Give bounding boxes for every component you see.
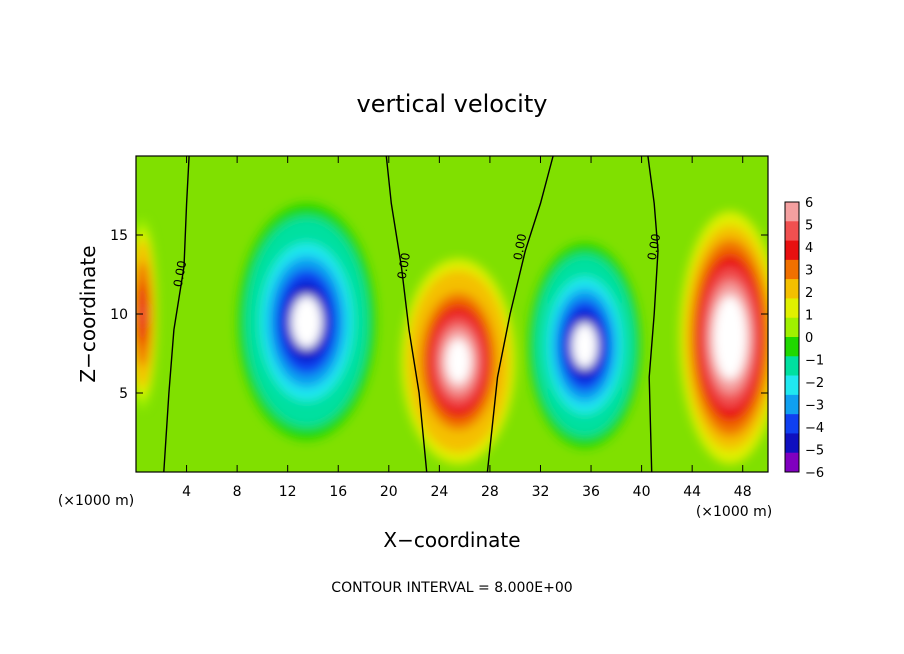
contour-label: 0.00 xyxy=(511,233,529,262)
colorbar-band xyxy=(785,202,799,222)
colorbar-tick-label: −3 xyxy=(805,399,824,414)
y-tick-label: 10 xyxy=(110,307,128,323)
colorbar: 6 5 4 3 2 1 0 −1 −2 −3 −4 −5 −6 xyxy=(784,196,824,481)
colorbar-band xyxy=(785,433,799,454)
x-tick-label: 16 xyxy=(329,484,347,500)
x-tick-label: 24 xyxy=(430,484,448,500)
colorbar-band xyxy=(785,221,799,241)
zero-contours xyxy=(163,156,659,472)
contour-label: 0.00 xyxy=(171,259,189,288)
colorbar-band xyxy=(785,240,799,261)
colorbar-tick-label: −2 xyxy=(805,376,824,391)
colorbar-tick-label: 2 xyxy=(805,286,813,301)
colorbar-tick-label: 1 xyxy=(805,309,813,324)
x-unit-left: (×1000 m) xyxy=(58,493,134,509)
y-tick-label: 5 xyxy=(119,386,128,402)
colorbar-tick-label: 3 xyxy=(805,264,813,279)
colorbar-tick-label: −1 xyxy=(805,354,824,369)
x-axis-label: X−coordinate xyxy=(383,528,520,552)
colorbar-tick-label: −4 xyxy=(805,421,824,436)
x-tick-label: 36 xyxy=(582,484,600,500)
velocity-field xyxy=(136,203,768,465)
chart-title: vertical velocity xyxy=(357,90,548,118)
x-tick-label: 40 xyxy=(633,484,651,500)
colorbar-frame xyxy=(784,201,800,473)
colorbar-tick-label: −6 xyxy=(805,466,824,481)
x-tick-label: 4 xyxy=(182,484,191,500)
x-tick-label: 28 xyxy=(481,484,499,500)
y-axis-label: Z−coordinate xyxy=(76,245,100,382)
y-tick-label: 15 xyxy=(110,228,128,244)
x-tick-label: 44 xyxy=(683,484,701,500)
field-cell-downdraft xyxy=(298,308,315,336)
x-tick-label: 48 xyxy=(734,484,752,500)
zero-contour-line xyxy=(163,156,190,472)
x-unit-right: (×1000 m) xyxy=(696,504,772,520)
colorbar-tick-label: 5 xyxy=(805,219,813,234)
contour-label: 0.00 xyxy=(645,233,663,262)
colorbar-tick-label: −5 xyxy=(805,444,824,459)
plot-area: 0.00 0.000.00 0.00 4 8 12 16 20 24 28 32 36 40 44 48 … xyxy=(110,155,769,500)
x-tick-label: 8 xyxy=(233,484,242,500)
colorbar-band xyxy=(785,337,799,357)
x-tick-label: 32 xyxy=(532,484,550,500)
zero-contour-line xyxy=(647,156,659,472)
x-tick-label: 20 xyxy=(380,484,398,500)
x-axis: 4 8 12 16 20 24 28 32 36 40 44 48 xyxy=(182,156,752,500)
field-cell-updraft xyxy=(724,323,736,352)
field-cell-downdraft xyxy=(578,334,592,358)
colorbar-band xyxy=(785,298,799,319)
y-axis: 5 10 15 xyxy=(110,228,768,402)
colorbar-band xyxy=(785,414,799,434)
x-tick-label: 12 xyxy=(279,484,297,500)
colorbar-tick-label: 4 xyxy=(805,241,813,256)
contour-labels: 0.00 0.00 0.00 0.00 xyxy=(171,233,663,289)
colorbar-tick-label: 6 xyxy=(805,196,813,211)
field-cell-updraft xyxy=(452,349,465,373)
colorbar-tick-label: 0 xyxy=(805,331,813,346)
colorbar-band xyxy=(785,317,799,338)
colorbar-band xyxy=(785,375,799,396)
zero-contour-line xyxy=(486,156,554,472)
colorbar-band xyxy=(785,279,799,299)
colorbar-band xyxy=(785,259,799,280)
contour-label: 0.00 xyxy=(395,252,413,281)
colorbar-band xyxy=(785,394,799,415)
colorbar-band xyxy=(785,356,799,376)
colorbar-band xyxy=(785,452,799,473)
contour-interval-footer: CONTOUR INTERVAL = 8.000E+00 xyxy=(331,580,572,596)
zero-contour-line xyxy=(385,156,428,472)
